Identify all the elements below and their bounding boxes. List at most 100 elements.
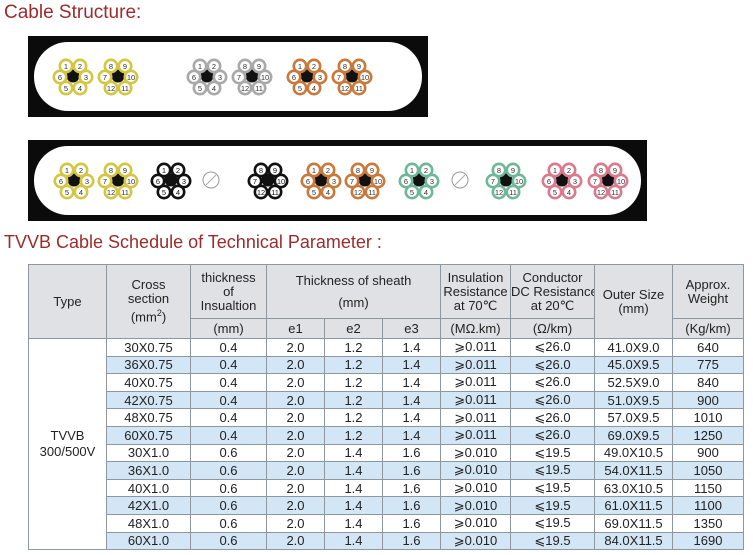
conductor-icon: 1: [156, 162, 172, 178]
svg-text:10: 10: [515, 177, 523, 186]
conductor-icon: 10: [273, 173, 289, 189]
conductor-icon: 9: [117, 58, 133, 74]
svg-text:9: 9: [273, 166, 277, 175]
svg-text:1: 1: [65, 166, 69, 175]
cell-res: ⩾0.010: [440, 531, 511, 551]
conductor-core-icon: [200, 69, 214, 83]
svg-text:4: 4: [176, 188, 180, 197]
table-row: 36X0.75 0.4 2.0 1.2 1.4 ⩾0.011 ⩽26.0 45.0X9.5 77…: [29, 355, 744, 375]
cell-e3: 1.6: [382, 496, 441, 515]
conductor-icon: 4: [561, 184, 577, 200]
svg-text:7: 7: [253, 177, 257, 186]
conductor-icon: 6: [53, 173, 69, 189]
conductor-icon: 11: [607, 184, 623, 200]
conductor-icon: 6: [286, 69, 302, 85]
cell-weight: 1010: [672, 408, 744, 427]
svg-text:12: 12: [597, 188, 605, 197]
conductor-icon: 12: [237, 80, 253, 96]
cell-cross: 30X1.0: [106, 443, 191, 463]
cell-e2: 1.4: [324, 531, 383, 551]
cable-structure-heading: Cable Structure:: [4, 2, 142, 23]
conductor-icon: 10: [123, 69, 139, 85]
svg-text:9: 9: [123, 166, 127, 175]
col-sheath-thickness: Thickness of sheath (mm): [266, 264, 441, 319]
conductor-icon: 3: [78, 69, 94, 85]
svg-text:12: 12: [107, 84, 115, 93]
table-row: 40X0.75 0.4 2.0 1.2 1.4 ⩾0.011 ⩽26.0 52.5X9.0 84…: [29, 373, 744, 392]
conductor-icon: 9: [364, 162, 380, 178]
conductor-core-icon: [412, 173, 426, 187]
cell-outer: 41.0X9.0: [594, 338, 673, 357]
conductor-icon: 7: [587, 173, 603, 189]
conductor-icon: 12: [593, 184, 609, 200]
svg-text:4: 4: [79, 188, 83, 197]
cell-dc: ⩽19.5: [510, 513, 595, 533]
unit-insulation-resistance: (MΩ.km): [440, 318, 511, 339]
cell-e3: 1.6: [382, 461, 441, 480]
cell-ins: 0.4: [190, 408, 267, 427]
cell-e2: 1.2: [324, 425, 383, 445]
cell-cross: 60X1.0: [106, 531, 191, 551]
conductor-core-icon: [345, 69, 359, 83]
cell-outer: 61.0X11.5: [594, 496, 673, 515]
cell-e1: 2.0: [266, 390, 325, 410]
cell-res: ⩾0.011: [440, 390, 511, 410]
svg-text:4: 4: [212, 84, 216, 93]
svg-text:4: 4: [78, 84, 82, 93]
svg-text:11: 11: [509, 188, 517, 197]
cell-e2: 1.4: [324, 478, 383, 498]
table-row: 42X1.0 0.6 2.0 1.4 1.6 ⩾0.010 ⩽19.5 61.0X11.5 11…: [29, 496, 744, 515]
table-row: TVVB 300/500V 30X0.75 0.4 2.0 1.2 1.4 ⩾0.011 ⩽26…: [28, 337, 744, 551]
svg-text:3: 3: [318, 73, 322, 82]
cell-cross: 36X1.0: [106, 461, 191, 480]
cell-e1: 2.0: [266, 408, 325, 427]
cell-e1: 2.0: [266, 373, 325, 392]
svg-text:10: 10: [277, 177, 285, 186]
cell-outer: 52.5X9.0: [594, 373, 673, 392]
cell-dc: ⩽26.0: [510, 338, 595, 357]
conductor-icon: 5: [306, 184, 322, 200]
conductor-icon: 1: [292, 58, 308, 74]
cell-res: ⩾0.011: [440, 373, 511, 392]
conductor-icon: 10: [370, 173, 386, 189]
cable-cross-section-1: 1 2 6 3 5 4 8 9 7 10 12 11 1 2 6 3 5 4 8 9 7 10 12 11 1 2 6 3 5 4 8 9 7 1…: [28, 36, 428, 117]
cell-res: ⩾0.010: [440, 496, 511, 515]
svg-text:7: 7: [237, 73, 241, 82]
col-e3: e3: [382, 318, 441, 339]
svg-text:5: 5: [65, 188, 69, 197]
svg-text:7: 7: [491, 177, 495, 186]
svg-text:1: 1: [553, 166, 557, 175]
conductor-icon: 12: [491, 184, 507, 200]
conductor-icon: 8: [337, 58, 353, 74]
schedule-heading: TVVB Cable Schedule of Technical Paramet…: [4, 232, 382, 252]
col-dc-resistance: Conductor DC Resistance at 20℃: [510, 264, 595, 319]
conductor-icon: 1: [59, 162, 75, 178]
cell-weight: 1350: [672, 513, 744, 533]
cell-res: ⩾0.011: [440, 355, 511, 375]
svg-text:7: 7: [103, 177, 107, 186]
col-cross-section: Cross section (mm2): [106, 264, 191, 339]
cell-cross: 40X1.0: [106, 478, 191, 498]
cell-outer: 69.0X11.5: [594, 513, 673, 533]
cell-e2: 1.2: [324, 408, 383, 427]
unit-weight: (Kg/km): [672, 318, 744, 339]
svg-text:5: 5: [553, 188, 557, 197]
svg-text:6: 6: [58, 73, 62, 82]
conductor-icon: 5: [547, 184, 563, 200]
svg-text:8: 8: [599, 166, 603, 175]
cell-e1: 2.0: [266, 513, 325, 533]
conductor-icon: 4: [320, 184, 336, 200]
conductor-icon: 11: [267, 184, 283, 200]
cell-outer: 84.0X11.5: [594, 531, 673, 551]
cell-outer: 69.0X9.5: [594, 425, 673, 445]
conductor-icon: 4: [73, 184, 89, 200]
conductor-icon: 12: [103, 184, 119, 200]
conductor-icon: 5: [59, 184, 75, 200]
cell-outer: 45.0X9.5: [594, 355, 673, 375]
cell-e2: 1.2: [324, 390, 383, 410]
svg-text:3: 3: [332, 177, 336, 186]
conductor-icon: 8: [253, 162, 269, 178]
svg-text:12: 12: [241, 84, 249, 93]
col-e2: e2: [324, 318, 383, 339]
cell-e1: 2.0: [266, 425, 325, 445]
